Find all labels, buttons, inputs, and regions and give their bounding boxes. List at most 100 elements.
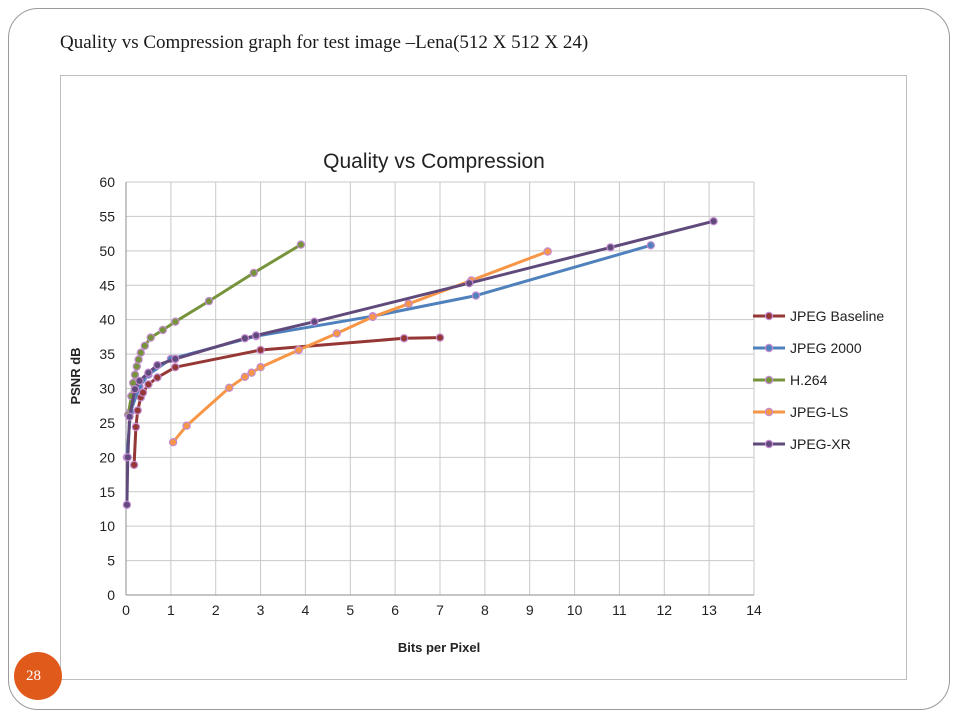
data-point-h-264 xyxy=(296,240,306,249)
data-point-h-264 xyxy=(158,325,168,335)
data-point-h-264 xyxy=(130,370,140,379)
legend-label: JPEG 2000 xyxy=(790,340,862,356)
data-point-h-264 xyxy=(132,362,142,371)
y-tick-label: 5 xyxy=(107,553,115,569)
data-point-jpeg-xr xyxy=(135,376,144,386)
data-point-jpeg-baseline xyxy=(133,406,142,415)
data-point-jpeg-2000 xyxy=(471,291,481,300)
data-point-jpeg-xr xyxy=(144,368,153,377)
data-point-h-264 xyxy=(136,348,146,357)
chart-legend: JPEG Baseline JPEG 2000 H.264 JPEG-LS JPEG-X… xyxy=(753,308,884,452)
data-point-jpeg-xr xyxy=(310,317,319,326)
x-tick-label: 9 xyxy=(526,602,534,618)
data-point-jpeg-ls xyxy=(256,363,265,372)
quality-vs-compression-chart: Quality vs Compression 0 1 2 3 4 5 6 7 8 9 10 11 12 1… xyxy=(68,150,884,655)
y-axis-ticks: 0 5 10 15 20 25 30 35 40 45 50 55 60 xyxy=(99,174,115,603)
x-axis-ticks: 0 1 2 3 4 5 6 7 8 9 10 11 12 13 14 xyxy=(122,602,762,618)
x-tick-label: 7 xyxy=(436,602,444,618)
series-h-264 xyxy=(123,240,306,419)
x-tick-label: 14 xyxy=(746,602,762,618)
data-point-jpeg-xr xyxy=(251,331,261,340)
series-line-jpeg-ls xyxy=(171,250,549,444)
data-point-jpeg-xr xyxy=(240,334,250,343)
y-tick-label: 20 xyxy=(99,449,115,465)
data-point-jpeg-ls xyxy=(240,372,250,381)
data-point-jpeg-xr xyxy=(123,453,133,462)
data-point-jpeg-xr xyxy=(130,385,140,394)
x-tick-label: 1 xyxy=(167,602,175,618)
legend-swatch-marker xyxy=(764,375,774,385)
x-tick-label: 4 xyxy=(302,602,310,618)
data-point-jpeg-ls xyxy=(543,247,552,256)
y-tick-label: 15 xyxy=(99,484,115,500)
data-point-jpeg-baseline xyxy=(131,422,141,432)
y-tick-label: 50 xyxy=(99,243,115,259)
data-point-h-264 xyxy=(134,355,143,364)
chart-grid xyxy=(125,181,755,596)
data-point-jpeg-ls xyxy=(404,299,413,308)
slide-title: Quality vs Compression graph for test im… xyxy=(60,32,589,53)
y-axis-label: PSNR dB xyxy=(68,347,83,404)
page-number-badge: 28 xyxy=(14,652,62,700)
data-point-h-264 xyxy=(249,268,258,278)
legend-swatch-marker xyxy=(764,407,774,417)
data-point-jpeg-xr xyxy=(171,354,180,364)
data-point-jpeg-ls xyxy=(368,312,377,322)
data-point-jpeg-ls xyxy=(224,383,234,392)
data-point-jpeg-ls xyxy=(247,368,256,377)
data-point-jpeg-ls xyxy=(294,345,303,355)
x-tick-label: 11 xyxy=(612,602,627,618)
data-point-jpeg-ls xyxy=(332,329,341,338)
data-point-jpeg-xr xyxy=(153,360,162,370)
y-tick-label: 30 xyxy=(99,381,115,397)
chart-title: Quality vs Compression xyxy=(323,150,545,173)
data-point-jpeg-baseline xyxy=(138,388,148,397)
data-point-jpeg-xr xyxy=(465,278,474,288)
data-point-jpeg-xr xyxy=(606,243,615,252)
x-tick-label: 0 xyxy=(122,602,130,618)
x-tick-label: 6 xyxy=(391,602,399,618)
legend-item-jpeg-baseline: JPEG Baseline xyxy=(753,308,884,324)
legend-item-jpeg-ls: JPEG-LS xyxy=(753,404,848,420)
legend-item-jpeg-xr: JPEG-XR xyxy=(753,436,851,452)
x-tick-label: 10 xyxy=(567,602,583,618)
series-jpeg-ls xyxy=(168,247,552,447)
legend-label: JPEG-XR xyxy=(790,436,851,452)
y-tick-label: 0 xyxy=(107,587,115,603)
y-tick-label: 40 xyxy=(99,312,115,328)
x-tick-label: 3 xyxy=(257,602,265,618)
chart-axes xyxy=(125,182,754,596)
x-tick-label: 2 xyxy=(212,602,220,618)
x-tick-label: 5 xyxy=(346,602,354,618)
data-point-jpeg-xr xyxy=(122,500,132,509)
legend-label: JPEG-LS xyxy=(790,404,848,420)
data-point-jpeg-xr xyxy=(709,216,718,226)
y-tick-label: 60 xyxy=(99,174,115,190)
legend-label: H.264 xyxy=(790,372,828,388)
legend-swatch-marker xyxy=(764,311,774,321)
y-tick-label: 25 xyxy=(99,415,115,431)
data-point-h-264 xyxy=(146,333,155,342)
data-point-jpeg-2000 xyxy=(646,241,656,250)
legend-label: JPEG Baseline xyxy=(790,308,884,324)
x-axis-label: Bits per Pixel xyxy=(398,640,480,655)
data-point-jpeg-baseline xyxy=(435,333,445,342)
data-point-h-264 xyxy=(171,317,180,326)
data-point-jpeg-xr xyxy=(125,412,134,421)
y-tick-label: 10 xyxy=(99,518,115,534)
data-point-h-264 xyxy=(140,341,150,350)
data-point-jpeg-ls xyxy=(168,438,178,447)
y-tick-label: 55 xyxy=(99,208,115,224)
legend-item-h-264: H.264 xyxy=(753,372,828,388)
x-tick-label: 8 xyxy=(481,602,489,618)
y-tick-label: 45 xyxy=(99,277,115,293)
data-point-jpeg-baseline xyxy=(144,380,153,389)
series-jpeg-xr xyxy=(122,216,718,509)
data-point-jpeg-baseline xyxy=(153,373,162,382)
x-tick-label: 12 xyxy=(656,602,672,618)
data-point-jpeg-baseline xyxy=(129,460,139,470)
legend-item-jpeg-2000: JPEG 2000 xyxy=(753,340,862,356)
series-line-jpeg-xr xyxy=(125,219,714,505)
data-point-jpeg-baseline xyxy=(171,363,180,372)
data-point-jpeg-baseline xyxy=(256,345,265,355)
